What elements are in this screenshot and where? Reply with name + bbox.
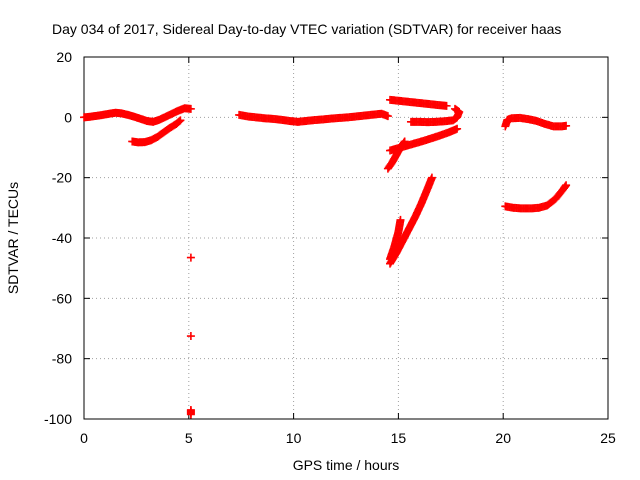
y-tick-label: -60 (52, 290, 72, 306)
y-tick-label: -80 (52, 351, 72, 367)
grid-lines (84, 57, 608, 419)
y-tick-label: -40 (52, 230, 72, 246)
series-track-3 (186, 253, 195, 419)
series-track-8 (383, 137, 409, 173)
data-point (427, 173, 436, 182)
plot-frame (83, 56, 609, 420)
series-track-12 (501, 181, 571, 213)
data-point (186, 253, 195, 262)
x-tick-label: 10 (286, 430, 302, 446)
data-point (186, 332, 195, 341)
y-tick-label: 20 (56, 49, 72, 65)
data-point (399, 138, 408, 147)
series-track-1 (80, 104, 195, 126)
data-point (453, 124, 462, 133)
series-track-6 (406, 104, 464, 127)
data-point (396, 215, 405, 224)
x-tick-label: 5 (185, 430, 193, 446)
x-tick-label: 15 (391, 430, 407, 446)
y-tick-label: 0 (64, 109, 72, 125)
x-tick-label: 0 (80, 430, 88, 446)
data-point (383, 112, 392, 121)
data-point (400, 137, 409, 146)
series-track-2 (128, 116, 185, 147)
x-axis-label: GPS time / hours (293, 457, 400, 473)
data-points (80, 95, 571, 419)
data-point (176, 116, 185, 125)
y-tick-labels: 20 0 -20 -40 -60 -80 -100 (44, 49, 72, 427)
data-point (450, 104, 459, 113)
chart-title: Day 034 of 2017, Sidereal Day-to-day VTE… (52, 21, 561, 37)
data-point (562, 181, 571, 190)
series-track-5 (386, 95, 451, 110)
data-point (186, 410, 195, 419)
x-tick-label: 25 (600, 430, 616, 446)
data-point (562, 121, 571, 130)
series-track-11 (501, 113, 571, 131)
x-tick-labels: 0 5 10 15 20 25 (80, 430, 616, 446)
y-tick-label: -20 (52, 170, 72, 186)
y-axis-label: SDTVAR / TECUs (5, 182, 21, 294)
x-tick-label: 20 (495, 430, 511, 446)
axis-ticks (83, 56, 609, 420)
y-tick-label: -100 (44, 411, 72, 427)
data-point (442, 101, 451, 110)
data-point (186, 104, 195, 113)
series-track-4 (235, 109, 392, 126)
data-point (175, 117, 184, 126)
series-track-10 (386, 215, 405, 264)
